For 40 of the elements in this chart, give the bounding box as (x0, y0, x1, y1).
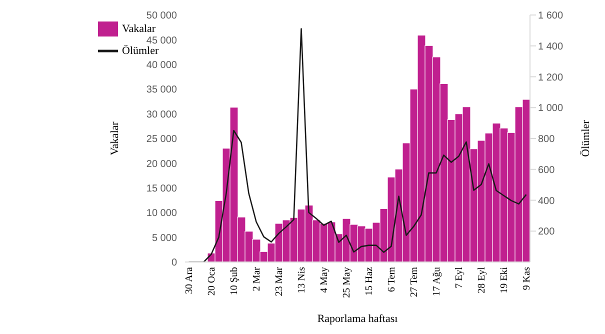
y2-tick-label: 1 400 (538, 41, 564, 52)
y-tick-label: 0 (171, 258, 178, 269)
x-tick-label: 23 Mar (274, 266, 285, 296)
y-axis-title: Vakalar (109, 121, 121, 156)
y-tick-label: 30 000 (146, 109, 178, 120)
y2-tick-label: 200 (538, 226, 556, 238)
y-tick-label: 10 000 (146, 208, 178, 220)
legend-label: Vakalar (122, 23, 156, 35)
x-axis-title: Raporlama haftası (317, 313, 398, 325)
x-tick-label: 28 Eyl (476, 266, 488, 294)
x-tick-label: 7 Eyl (454, 266, 465, 288)
y2-tick-label: 1 200 (538, 72, 564, 84)
x-tick-label: 25 May (341, 267, 352, 298)
y-tick-label: 15 000 (146, 183, 178, 194)
x-tick-label: 20 Oca (206, 266, 218, 296)
y2-tick-label: 1 600 (538, 10, 564, 22)
y-tick-label: 40 000 (146, 60, 178, 71)
y-tick-label: 5 000 (152, 232, 178, 244)
y-tick-label: 20 000 (146, 158, 178, 170)
legend-label: Ölümler (122, 45, 159, 57)
x-tick-label: 9 Kas (521, 266, 532, 290)
x-tick-label: 6 Tem (386, 266, 398, 292)
y2-tick-label: 600 (538, 164, 556, 176)
x-tick-label: 27 Tem (408, 266, 420, 297)
y2-tick-label: 800 (538, 134, 556, 146)
x-tick-label: 4 May (318, 267, 330, 293)
y2-axis-title: Ölümler (580, 120, 592, 157)
y-tick-label: 25 000 (146, 134, 178, 146)
y-tick-label: 45 000 (146, 35, 178, 46)
y2-tick-label: 400 (538, 196, 556, 207)
x-tick-label: 10 Şub (228, 267, 240, 296)
x-tick-label: 30 Ara (184, 266, 195, 294)
x-tick-label: 13 Nis (296, 266, 308, 294)
x-tick-label: 15 Haz (364, 266, 375, 296)
x-tick-label: 17 Ağu (431, 267, 442, 296)
y-tick-label: 50 000 (146, 10, 178, 22)
y2-tick-label: 1 000 (538, 103, 564, 114)
x-tick-label: 19 Eki (498, 266, 510, 294)
x-tick-label: 2 Mar (251, 266, 262, 292)
y-tick-label: 35 000 (146, 84, 178, 96)
